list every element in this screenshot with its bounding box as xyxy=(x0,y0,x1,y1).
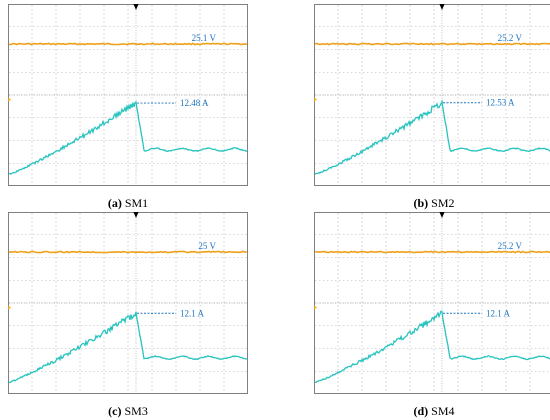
oscilloscope-plot: 25 V 12.1 A xyxy=(8,212,248,394)
voltage-trace xyxy=(8,250,248,254)
current-trace xyxy=(8,311,248,384)
caption-label: SM3 xyxy=(121,404,148,418)
voltage-annotation: 25 V xyxy=(198,241,216,251)
panel-caption: (c) SM3 xyxy=(8,404,248,419)
caption-label: SM2 xyxy=(428,196,455,210)
caption-label: SM1 xyxy=(121,196,149,210)
trigger-marker-icon xyxy=(133,212,139,218)
caption-letter: (b) xyxy=(413,196,429,210)
channel-1-ground-marker xyxy=(314,97,317,102)
voltage-annotation: 25.1 V xyxy=(192,33,217,43)
caption-letter: (d) xyxy=(413,404,429,418)
current-peak-annotation: 12.1 A xyxy=(180,308,205,318)
channel-1-ground-marker xyxy=(8,97,11,102)
voltage-trace xyxy=(314,42,550,46)
channel-1-ground-marker xyxy=(8,305,11,310)
voltage-annotation: 25.2 V xyxy=(498,241,523,251)
oscilloscope-plot: 25.1 V 12.48 A xyxy=(8,4,248,186)
current-peak-annotation: 12.48 A xyxy=(180,98,209,108)
panel-caption: (a) SM1 xyxy=(8,196,248,211)
trigger-marker-icon xyxy=(439,4,445,10)
panel-caption: (b) SM2 xyxy=(314,196,550,211)
current-peak-annotation: 12.53 A xyxy=(486,98,515,108)
trigger-marker-icon xyxy=(133,4,139,10)
current-peak-annotation: 12.1 A xyxy=(486,308,511,318)
panel-caption: (d) SM4 xyxy=(314,404,550,419)
oscilloscope-plot: 25.2 V 12.53 A xyxy=(314,4,550,186)
voltage-trace xyxy=(314,250,550,254)
current-trace xyxy=(314,99,550,175)
caption-letter: (a) xyxy=(107,196,122,210)
current-trace xyxy=(314,310,550,384)
channel-1-ground-marker xyxy=(314,305,317,310)
caption-label: SM4 xyxy=(428,404,455,418)
voltage-trace xyxy=(9,42,248,46)
trigger-marker-icon xyxy=(439,212,445,218)
current-trace xyxy=(8,100,248,175)
oscilloscope-plot: 25.2 V 12.1 A xyxy=(314,212,550,394)
caption-letter: (c) xyxy=(108,404,122,418)
voltage-annotation: 25.2 V xyxy=(498,33,523,43)
